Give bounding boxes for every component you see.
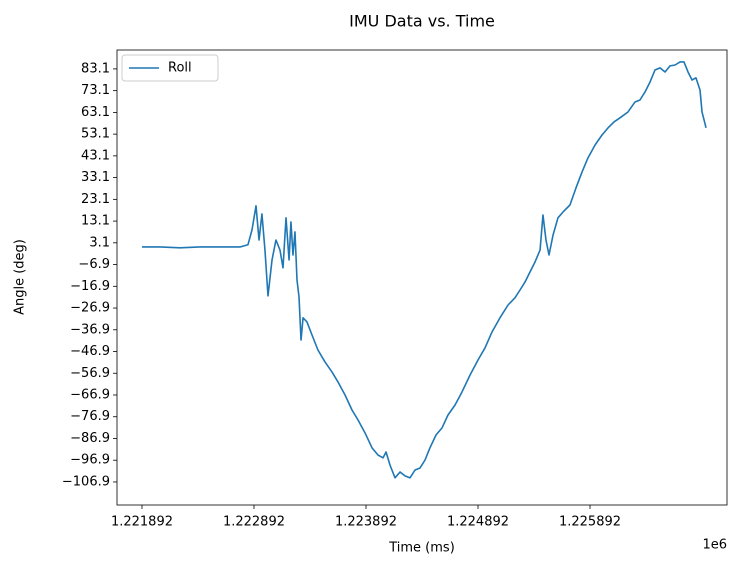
y-tick-label: −56.9 — [70, 366, 110, 381]
x-tick-label: 1.221892 — [111, 515, 173, 530]
x-tick-label: 1.224892 — [447, 515, 509, 530]
y-tick-label: 13.1 — [81, 214, 110, 229]
y-tick-label: −6.9 — [78, 257, 110, 272]
x-tick-label: 1.225892 — [559, 515, 621, 530]
y-tick-label: 73.1 — [81, 83, 110, 98]
y-tick-label: 3.1 — [89, 235, 110, 250]
x-tick-label: 1.223892 — [335, 515, 397, 530]
y-tick-label: 33.1 — [81, 170, 110, 185]
y-tick-label: −26.9 — [70, 301, 110, 316]
chart-title: IMU Data vs. Time — [349, 12, 495, 31]
legend-label: Roll — [168, 61, 192, 76]
x-tick-label: 1.222892 — [223, 515, 285, 530]
y-tick-label: 43.1 — [81, 148, 110, 163]
x-offset-label: 1e6 — [702, 538, 727, 553]
plot-frame — [116, 49, 728, 506]
legend-box — [121, 54, 219, 82]
x-axis-label: Time (ms) — [388, 541, 455, 556]
y-tick-label: 63.1 — [81, 105, 110, 120]
y-tick-label: 23.1 — [81, 192, 110, 207]
y-tick-label: −76.9 — [70, 409, 110, 424]
y-axis-label: Angle (deg) — [13, 239, 28, 315]
data-line — [141, 61, 707, 479]
y-tick-label: 53.1 — [81, 127, 110, 142]
y-tick-label: −106.9 — [62, 474, 110, 489]
y-tick-label: 83.1 — [81, 61, 110, 76]
y-tick-label: −66.9 — [70, 388, 110, 403]
y-tick-label: −46.9 — [70, 344, 110, 359]
y-tick-label: −36.9 — [70, 322, 110, 337]
y-tick-label: −96.9 — [70, 453, 110, 468]
y-tick-label: −16.9 — [70, 279, 110, 294]
y-tick-label: −86.9 — [70, 431, 110, 446]
